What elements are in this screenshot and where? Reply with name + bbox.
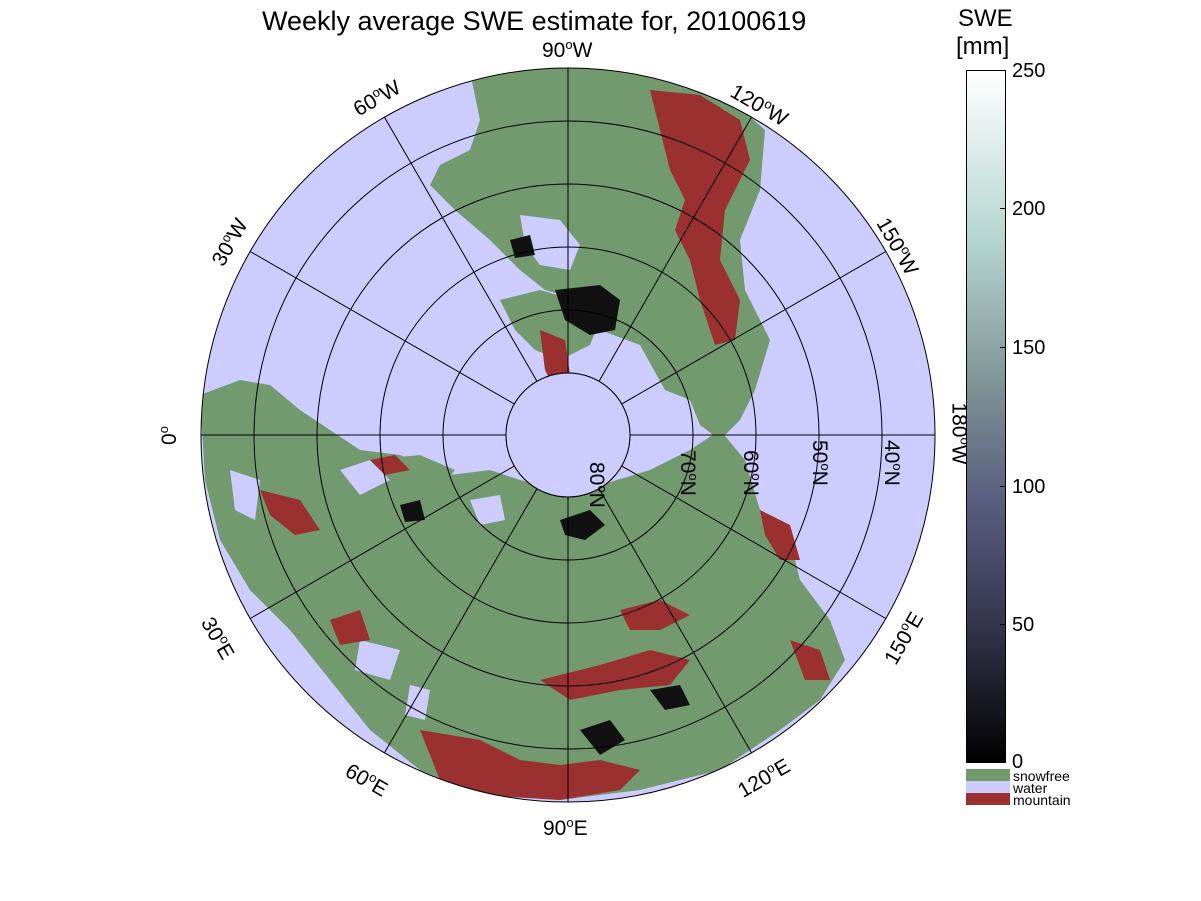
hemisphere-w: W (573, 39, 593, 62)
colorbar-tick (1000, 624, 1006, 625)
north-pole-region (506, 373, 630, 497)
colorbar-tick (1000, 208, 1006, 209)
deg-sign: o (566, 815, 573, 830)
lat-label-40n-value: 40 (880, 440, 903, 463)
deg-sign: o (749, 473, 764, 480)
colorbar-tick (1000, 347, 1006, 348)
lat-suffix: N (808, 471, 831, 486)
lat-suffix: N (676, 481, 699, 496)
colorbar-tick (1000, 762, 1006, 763)
lat-suffix: N (880, 471, 903, 486)
colorbar-tick-label: 200 (1012, 199, 1045, 219)
lon-label-90e: 90oE (543, 818, 588, 839)
deg-sign: o (156, 426, 171, 433)
lat-label-60n-value: 60 (739, 450, 762, 473)
colorbar-tick-label: 250 (1012, 61, 1045, 81)
deg-sign: o (565, 37, 572, 52)
lat-label-80n: 80oN (586, 462, 607, 508)
lat-label-50n: 50oN (809, 440, 830, 486)
lat-suffix: N (739, 481, 762, 496)
deg-sign: o (686, 473, 701, 480)
lon-label-0: 0o (159, 426, 180, 445)
legend-label-mountain: mountain (1013, 793, 1071, 807)
colorbar-tick-label: 50 (1012, 615, 1034, 635)
lon-label-90w-value: 90 (542, 39, 565, 62)
lat-label-70n: 70oN (677, 450, 698, 496)
legend-swatch-water (966, 781, 1010, 793)
lat-label-50n-value: 50 (808, 440, 831, 463)
legend-swatch-mountain (966, 793, 1010, 805)
colorbar-tick (1000, 70, 1006, 71)
deg-sign: o (595, 485, 610, 492)
lon-label-90e-value: 90 (543, 817, 566, 840)
lon-label-0-value: 0 (158, 433, 181, 445)
colorbar-unit: [mm] (956, 33, 1009, 61)
legend-swatch-snowfree (966, 769, 1010, 781)
deg-sign: o (818, 463, 833, 470)
deg-sign: o (890, 463, 905, 470)
colorbar-tick-label: 150 (1012, 338, 1045, 358)
colorbar-title: SWE (958, 5, 1013, 33)
colorbar-gradient (966, 70, 1006, 763)
lat-label-40n: 40oN (881, 440, 902, 486)
lat-label-80n-value: 80 (585, 462, 608, 485)
lat-label-70n-value: 70 (676, 450, 699, 473)
colorbar-tick-label: 100 (1012, 477, 1045, 497)
hemisphere-e: E (574, 817, 588, 840)
lat-label-60n: 60oN (740, 450, 761, 496)
lat-suffix: N (585, 493, 608, 508)
lon-label-90w: 90oW (542, 40, 592, 61)
colorbar-tick (1000, 486, 1006, 487)
